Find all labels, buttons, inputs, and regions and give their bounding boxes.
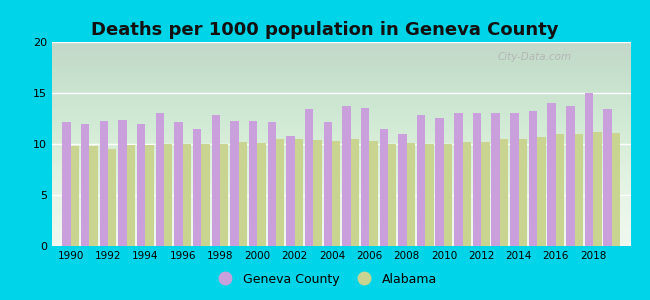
- Bar: [313, 140, 322, 246]
- Bar: [230, 121, 239, 246]
- Bar: [575, 134, 583, 246]
- Bar: [202, 144, 210, 246]
- Bar: [164, 144, 172, 246]
- Bar: [118, 119, 127, 246]
- Bar: [294, 139, 303, 246]
- Bar: [436, 118, 444, 246]
- Bar: [249, 121, 257, 246]
- Bar: [183, 144, 191, 246]
- Bar: [556, 134, 564, 246]
- Bar: [566, 106, 575, 246]
- Bar: [350, 139, 359, 246]
- Text: Deaths per 1000 population in Geneva County: Deaths per 1000 population in Geneva Cou…: [91, 21, 559, 39]
- Bar: [286, 136, 294, 246]
- Bar: [268, 122, 276, 246]
- Bar: [593, 132, 602, 246]
- Bar: [388, 144, 396, 246]
- Bar: [585, 93, 593, 246]
- Bar: [463, 142, 471, 246]
- Bar: [155, 113, 164, 246]
- Bar: [537, 137, 545, 246]
- Bar: [425, 144, 434, 246]
- Bar: [62, 122, 71, 246]
- Bar: [406, 143, 415, 246]
- Bar: [547, 103, 556, 246]
- Bar: [146, 145, 153, 246]
- Bar: [612, 133, 620, 246]
- Bar: [276, 139, 284, 246]
- Bar: [108, 149, 116, 246]
- Bar: [510, 113, 519, 246]
- Bar: [519, 139, 527, 246]
- Bar: [324, 122, 332, 246]
- Bar: [342, 106, 350, 246]
- Text: City-Data.com: City-Data.com: [497, 52, 571, 62]
- Bar: [81, 124, 89, 246]
- Bar: [127, 145, 135, 246]
- Bar: [491, 113, 500, 246]
- Bar: [174, 122, 183, 246]
- Bar: [220, 144, 228, 246]
- Bar: [398, 134, 406, 246]
- Bar: [361, 108, 369, 246]
- Bar: [473, 113, 481, 246]
- Bar: [369, 141, 378, 246]
- Bar: [211, 116, 220, 246]
- Bar: [257, 143, 266, 246]
- Bar: [603, 109, 612, 246]
- Bar: [332, 141, 341, 246]
- Bar: [99, 121, 108, 246]
- Bar: [529, 111, 537, 246]
- Bar: [89, 146, 98, 246]
- Legend: Geneva County, Alabama: Geneva County, Alabama: [208, 268, 442, 291]
- Bar: [239, 142, 247, 246]
- Bar: [137, 124, 146, 246]
- Bar: [71, 146, 79, 246]
- Bar: [380, 129, 388, 246]
- Bar: [500, 139, 508, 246]
- Bar: [454, 113, 463, 246]
- Bar: [481, 142, 489, 246]
- Bar: [193, 129, 202, 246]
- Bar: [305, 109, 313, 246]
- Bar: [444, 144, 452, 246]
- Bar: [417, 116, 425, 246]
